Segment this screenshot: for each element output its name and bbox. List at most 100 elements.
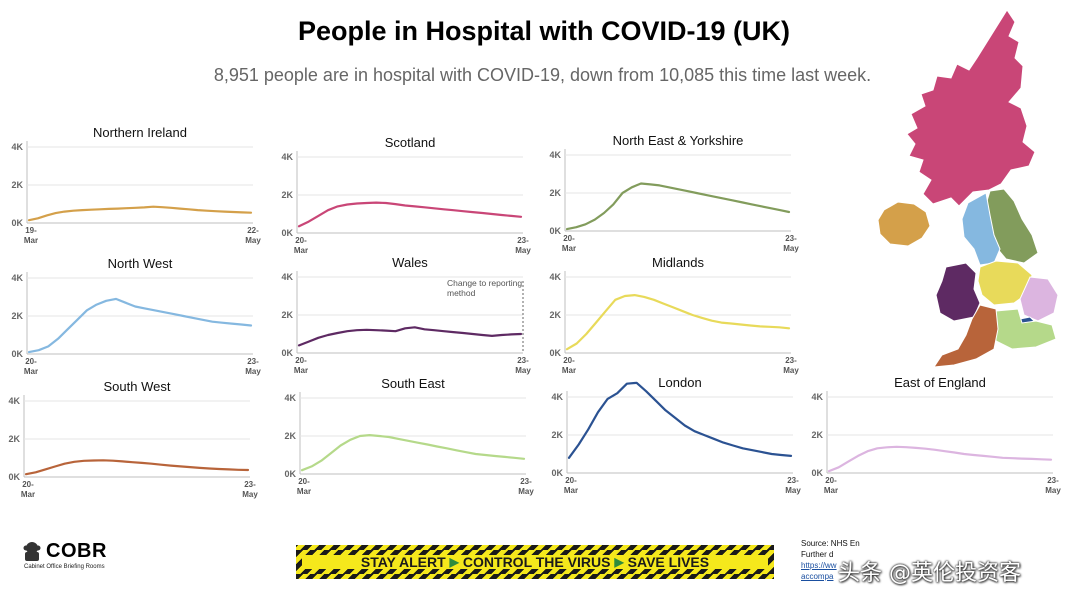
y-tick-label: 0K <box>549 226 561 236</box>
y-tick-label: 2K <box>281 310 293 320</box>
chart-panel-london: London 0K 2K 4K 20-Mar 23-May <box>545 375 801 505</box>
x-tick-label-start: 20-Mar <box>294 236 308 255</box>
banner-text-3: SAVE LIVES <box>627 554 710 570</box>
x-tick-label-start: 20-Mar <box>562 356 576 375</box>
y-tick-label: 4K <box>11 142 23 152</box>
series-line-midlands <box>565 293 791 351</box>
x-tick-label-end: 23-May <box>242 480 258 499</box>
chevron-right-icon: ▶ <box>614 555 624 569</box>
chart-title: Midlands <box>652 255 705 270</box>
chart-title: North West <box>108 256 173 271</box>
chart-midlands: Midlands 0K 2K 4K 20-Mar 23-May <box>549 255 799 375</box>
series-line-scotland <box>297 201 523 228</box>
chart-northern-ireland: Northern Ireland 0K 2K 4K 19-Mar 22-May <box>11 125 261 245</box>
x-tick-label-start: 20-Mar <box>564 476 578 495</box>
page-subtitle: 8,951 people are in hospital with COVID-… <box>213 65 872 85</box>
chart-title: North East & Yorkshire <box>613 133 744 148</box>
chart-panel-northern-ireland: Northern Ireland 0K 2K 4K 19-Mar 22-May <box>5 125 261 255</box>
x-tick-label-start: 20-Mar <box>294 356 308 375</box>
y-tick-label: 0K <box>284 469 296 479</box>
y-tick-label: 4K <box>551 392 563 402</box>
y-tick-label: 2K <box>551 430 563 440</box>
chart-title: East of England <box>894 375 986 390</box>
series-line-wales <box>297 326 523 347</box>
y-tick-label: 2K <box>549 310 561 320</box>
chart-london: London 0K 2K 4K 20-Mar 23-May <box>551 375 801 495</box>
banner-text-1: STAY ALERT <box>360 554 446 570</box>
x-tick-label-start: 20-Mar <box>562 234 576 253</box>
watermark-text: 头条 @英伦投资客 <box>838 561 1021 586</box>
source-line-2: Further d <box>801 550 834 559</box>
x-tick-label-end: 23-May <box>783 234 799 253</box>
chart-north-east-yorkshire: North East & Yorkshire 0K 2K 4K 20-Mar 23-May <box>549 133 799 253</box>
y-tick-label: 2K <box>281 190 293 200</box>
source-note: Source: NHS En Further d https://ww acco… <box>801 538 1071 582</box>
map-region-east-of-england <box>1019 276 1059 322</box>
y-tick-label: 0K <box>8 472 20 482</box>
series-line-london <box>567 381 793 459</box>
chart-title: South East <box>381 376 445 391</box>
y-tick-label: 0K <box>281 228 293 238</box>
y-tick-label: 0K <box>11 349 23 359</box>
chart-panel-scotland: Scotland 0K 2K 4K 20-Mar 23-May <box>275 135 531 265</box>
org-subtitle: Cabinet Office Briefing Rooms <box>24 564 105 570</box>
x-tick-label-end: 23-May <box>515 356 531 375</box>
series-line-north-east-yorkshire <box>565 182 791 231</box>
x-tick-label-start: 20-Mar <box>824 476 838 495</box>
y-tick-label: 0K <box>11 218 23 228</box>
x-tick-label-end: 22-May <box>245 226 261 245</box>
y-tick-label: 2K <box>11 311 23 321</box>
chart-panel-north-west: North West 0K 2K 4K 20-Mar 23-May <box>5 256 261 386</box>
org-name: COBR <box>46 540 107 562</box>
chart-north-west: North West 0K 2K 4K 20-Mar 23-May <box>11 256 261 376</box>
series-line-south-east <box>300 433 526 472</box>
stay-alert-banner: STAY ALERT ▶ CONTROL THE VIRUS ▶ SAVE LI… <box>296 545 774 579</box>
chart-title: Northern Ireland <box>93 125 187 140</box>
chart-title: Wales <box>392 255 428 270</box>
x-tick-label-end: 23-May <box>783 356 799 375</box>
y-tick-label: 0K <box>811 468 823 478</box>
chart-scotland: Scotland 0K 2K 4K 20-Mar 23-May <box>281 135 531 255</box>
map-region-south-west <box>932 304 999 368</box>
x-tick-label-end: 23-May <box>515 236 531 255</box>
crest-icon <box>23 542 41 561</box>
chart-panel-wales: Wales 0K 2K 4K 20-Mar 23-May Change to reporti… <box>275 255 531 385</box>
series-line-east-of-england <box>827 445 1053 473</box>
source-link-1[interactable]: https://ww <box>801 561 837 570</box>
page-title: People in Hospital with COVID-19 (UK) <box>297 16 791 46</box>
y-tick-label: 4K <box>549 150 561 160</box>
x-tick-label-start: 20-Mar <box>21 480 35 499</box>
chart-panel-south-west: South West 0K 2K 4K 20-Mar 23-May <box>2 379 258 509</box>
chart-east-of-england: East of England 0K 2K 4K 20-Mar 23-May <box>811 375 1061 495</box>
chart-wales: Wales 0K 2K 4K 20-Mar 23-May Change to reporti… <box>281 255 531 375</box>
map-region-scotland <box>906 9 1036 207</box>
annotation-text: Change to reporting method <box>447 278 522 298</box>
chevron-right-icon: ▶ <box>449 555 459 569</box>
y-tick-label: 2K <box>549 188 561 198</box>
y-tick-label: 4K <box>11 273 23 283</box>
y-tick-label: 4K <box>811 392 823 402</box>
x-tick-label-start: 20-Mar <box>24 357 38 376</box>
x-tick-label-start: 19-Mar <box>24 226 38 245</box>
y-tick-label: 2K <box>284 431 296 441</box>
banner-text-2: CONTROL THE VIRUS <box>462 554 611 570</box>
x-tick-label-end: 23-May <box>1045 476 1061 495</box>
y-tick-label: 4K <box>281 272 293 282</box>
series-line-northern-ireland <box>27 205 253 222</box>
y-tick-label: 0K <box>281 348 293 358</box>
chart-title: Scotland <box>385 135 436 150</box>
uk-regions-map <box>877 9 1059 368</box>
y-tick-label: 2K <box>811 430 823 440</box>
map-region-wales <box>935 262 981 322</box>
y-tick-label: 0K <box>549 348 561 358</box>
source-link-2[interactable]: accompa <box>801 572 834 581</box>
y-tick-label: 4K <box>281 152 293 162</box>
x-tick-label-end: 23-May <box>245 357 261 376</box>
y-tick-label: 4K <box>8 396 20 406</box>
series-line-north-west <box>27 297 253 354</box>
chart-title: South West <box>104 379 171 394</box>
chart-title: London <box>658 375 701 390</box>
chart-panel-midlands: Midlands 0K 2K 4K 20-Mar 23-May <box>543 255 799 385</box>
x-tick-label-end: 23-May <box>518 477 534 496</box>
y-tick-label: 0K <box>551 468 563 478</box>
